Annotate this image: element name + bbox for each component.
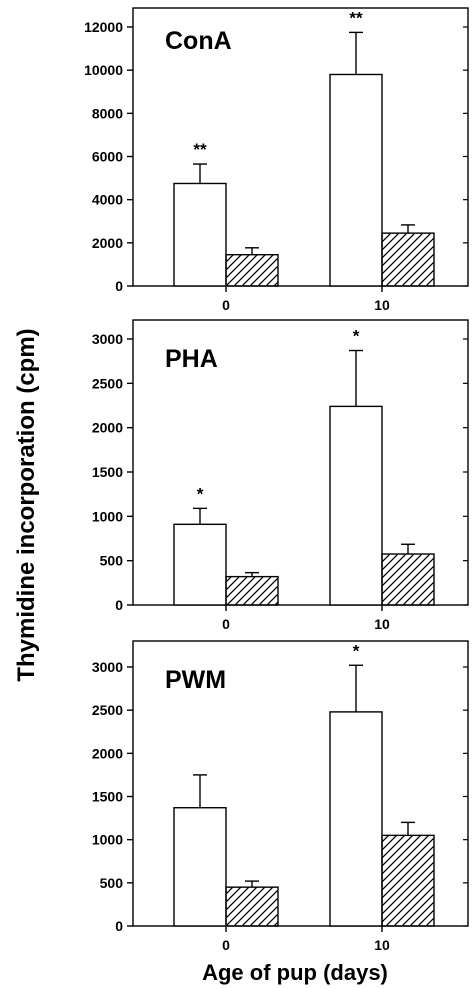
bar-open: [329, 711, 383, 927]
bar-open: [173, 182, 227, 287]
x-axis-label: Age of pup (days): [202, 960, 388, 985]
significance-marker: *: [353, 327, 360, 346]
significance-marker: **: [193, 140, 207, 159]
x-tick-label: 10: [374, 297, 390, 313]
bar-hatched: [225, 254, 279, 287]
y-axis-label: Thymidine incorporation (cpm): [13, 328, 40, 681]
panel-title: ConA: [165, 27, 232, 55]
bar-hatched: [381, 232, 435, 287]
plot-frame: [132, 319, 469, 606]
bar-hatched: [381, 834, 435, 927]
bar-open: [329, 73, 383, 287]
y-tick-label: 2500: [92, 702, 123, 718]
bar-open: [173, 807, 227, 927]
x-tick-label: 0: [222, 616, 230, 632]
y-tick-label: 10000: [84, 62, 123, 78]
panel-cona: 0 2000 4000 6000 8000 10000 12000 0 10 ** ** ConA: [84, 7, 469, 313]
significance-marker: *: [197, 484, 204, 503]
y-tick-label: 1500: [92, 464, 123, 480]
panel-title: PWM: [165, 666, 226, 694]
y-tick-label: 2000: [92, 235, 123, 251]
y-tick-label: 500: [100, 553, 124, 569]
bar-open: [173, 523, 227, 606]
y-tick-label: 0: [115, 278, 123, 294]
y-tick-label: 1000: [92, 508, 123, 524]
x-tick-label: 0: [222, 297, 230, 313]
plot-frame: [132, 640, 469, 927]
y-tick-label: 12000: [84, 19, 123, 35]
y-tick-label: 4000: [92, 192, 123, 208]
y-tick-label: 1000: [92, 832, 123, 848]
y-tick-label: 500: [100, 875, 124, 891]
bar-hatched: [381, 553, 435, 606]
y-tick-label: 2000: [92, 420, 123, 436]
significance-marker: **: [349, 8, 363, 27]
x-tick-label: 10: [374, 937, 390, 953]
panel-title: PHA: [165, 345, 218, 373]
y-tick-label: 3000: [92, 331, 123, 347]
y-tick-label: 1500: [92, 789, 123, 805]
bar-hatched: [225, 886, 279, 927]
y-tick-label: 0: [115, 597, 123, 613]
bar-hatched: [225, 575, 279, 606]
bar-open: [329, 405, 383, 606]
panel-pwm: 0 500 1000 1500 2000 2500 3000 0 10 * PWM: [92, 640, 469, 953]
y-tick-label: 8000: [92, 105, 123, 121]
plot-frame: [132, 7, 469, 287]
y-tick-label: 2500: [92, 375, 123, 391]
y-tick-label: 3000: [92, 659, 123, 675]
y-tick-label: 2000: [92, 745, 123, 761]
y-tick-label: 6000: [92, 149, 123, 165]
panel-pha: 0 500 1000 1500 2000 2500 3000 0 10 * * PHA: [92, 319, 469, 632]
y-tick-label: 0: [115, 918, 123, 934]
significance-marker: *: [353, 641, 360, 660]
x-tick-label: 10: [374, 616, 390, 632]
x-tick-label: 0: [222, 937, 230, 953]
